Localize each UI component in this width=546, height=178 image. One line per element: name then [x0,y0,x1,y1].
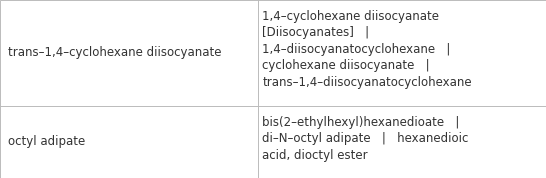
Text: trans–1,4–cyclohexane diisocyanate: trans–1,4–cyclohexane diisocyanate [8,46,222,59]
Text: 1,4–cyclohexane diisocyanate
[Diisocyanates]   |
1,4–diisocyanatocyclohexane   |: 1,4–cyclohexane diisocyanate [Diisocyana… [263,10,472,89]
Text: octyl adipate: octyl adipate [8,135,85,148]
Text: bis(2–ethylhexyl)hexanedioate   |
di–N–octyl adipate   |   hexanedioic
acid, dio: bis(2–ethylhexyl)hexanedioate | di–N–oct… [263,116,468,162]
